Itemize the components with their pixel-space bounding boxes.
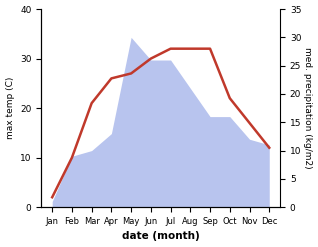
Y-axis label: med. precipitation (kg/m2): med. precipitation (kg/m2): [303, 47, 313, 169]
X-axis label: date (month): date (month): [122, 231, 200, 242]
Y-axis label: max temp (C): max temp (C): [5, 77, 15, 139]
